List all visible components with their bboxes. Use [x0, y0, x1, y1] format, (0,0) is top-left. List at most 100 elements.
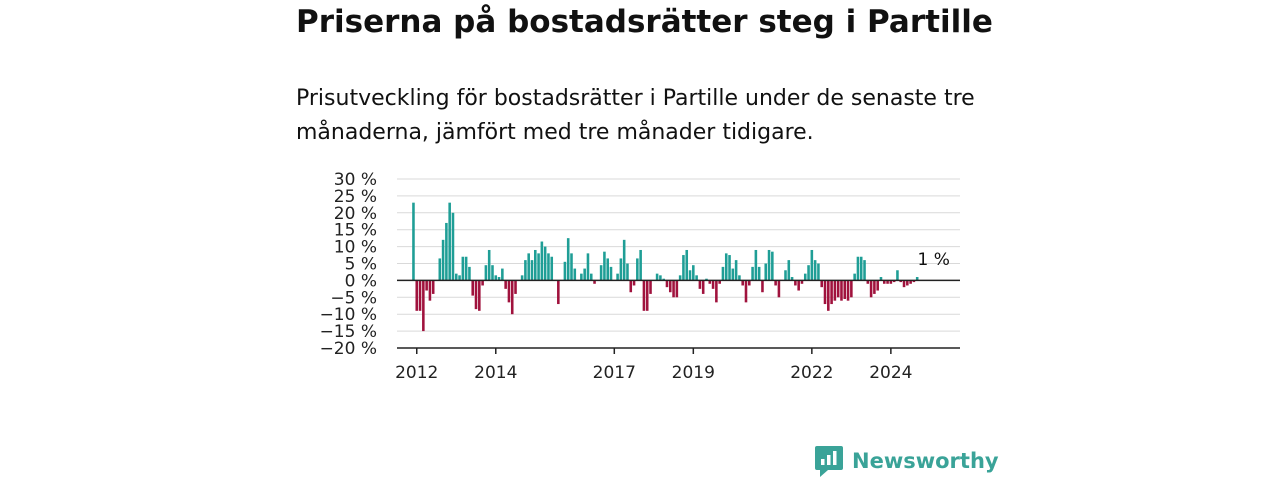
bar	[882, 280, 886, 284]
bar	[484, 265, 488, 281]
bar	[583, 268, 586, 281]
bar	[823, 280, 827, 305]
y-tick-label: 10 %	[334, 238, 377, 258]
y-tick-label: −20 %	[320, 339, 377, 359]
chart-subtitle: Prisutveckling för bostadsrätter i Parti…	[296, 86, 975, 145]
bar	[451, 212, 455, 281]
bar	[524, 260, 527, 281]
bar	[761, 280, 764, 293]
y-tick-label: −5 %	[330, 288, 377, 308]
bar	[412, 202, 415, 281]
bar	[840, 280, 843, 301]
bar	[830, 280, 833, 305]
bar	[543, 246, 547, 281]
bar	[728, 255, 731, 281]
bar	[777, 280, 781, 298]
bar	[481, 280, 484, 286]
bar	[662, 278, 665, 281]
bar	[744, 280, 748, 303]
bar	[866, 280, 870, 284]
bar	[813, 260, 817, 281]
bar	[856, 256, 860, 281]
bar	[468, 266, 471, 281]
y-tick-label: −10 %	[320, 305, 377, 325]
bar	[527, 253, 530, 281]
bar	[906, 280, 909, 286]
bar	[534, 249, 537, 281]
bar	[622, 239, 626, 281]
y-tick-label: −15 %	[320, 322, 377, 342]
bar	[675, 280, 679, 298]
bar	[537, 253, 540, 281]
bar	[563, 261, 567, 281]
bar	[566, 238, 570, 281]
bar	[751, 266, 754, 281]
bar	[708, 280, 712, 284]
x-tick-label: 2022	[790, 363, 833, 383]
bar	[741, 280, 744, 286]
bar	[639, 249, 642, 281]
bar	[899, 280, 903, 283]
bar	[425, 280, 428, 291]
bar	[869, 280, 873, 298]
bar	[464, 256, 468, 281]
bar	[846, 280, 850, 301]
bar	[915, 277, 919, 281]
y-tick-label: 0 %	[345, 271, 377, 291]
bar	[711, 280, 715, 289]
bar	[724, 253, 728, 281]
bar	[603, 251, 606, 281]
bar	[738, 275, 741, 281]
bar	[672, 280, 675, 298]
bar	[606, 258, 609, 281]
bar	[418, 280, 422, 311]
bar	[448, 202, 451, 281]
bar	[668, 280, 672, 293]
bar	[715, 280, 718, 303]
bar	[471, 280, 475, 296]
bar	[520, 275, 524, 281]
bar	[645, 280, 649, 311]
y-tick-label: 25 %	[334, 187, 377, 207]
bar	[573, 268, 577, 281]
bar	[593, 280, 596, 284]
bar	[754, 249, 758, 281]
bar	[487, 249, 491, 281]
bar	[863, 260, 866, 281]
bar	[734, 260, 738, 281]
bar	[547, 253, 550, 281]
bar	[494, 275, 498, 281]
bar	[642, 280, 646, 311]
bar	[810, 249, 814, 281]
bar	[698, 280, 702, 289]
bar	[692, 265, 695, 281]
bar	[422, 280, 425, 332]
bar	[748, 280, 751, 286]
bar	[827, 280, 830, 311]
bar	[649, 280, 652, 294]
y-tick-label: 15 %	[334, 221, 377, 241]
bar	[497, 277, 501, 281]
bar	[609, 266, 613, 281]
brand-logo: Newsworthy	[814, 444, 999, 478]
bar	[474, 280, 478, 310]
bar	[803, 273, 807, 281]
bar	[800, 280, 804, 284]
bar	[514, 280, 517, 294]
bar	[886, 280, 889, 284]
y-tick-label: 20 %	[334, 204, 377, 224]
bar	[678, 275, 682, 281]
bar	[721, 266, 725, 281]
bar	[580, 273, 583, 281]
bar	[461, 256, 465, 281]
bar	[501, 268, 504, 281]
bar	[764, 263, 768, 281]
bar	[853, 273, 856, 281]
bar	[892, 280, 896, 283]
bar	[701, 280, 705, 294]
y-tick-label: 5 %	[345, 255, 377, 275]
bar	[688, 270, 692, 281]
bar	[629, 280, 633, 293]
chart-title: Priserna på bostadsrätter steg i Partill…	[296, 4, 993, 40]
x-tick-label: 2012	[395, 363, 438, 383]
